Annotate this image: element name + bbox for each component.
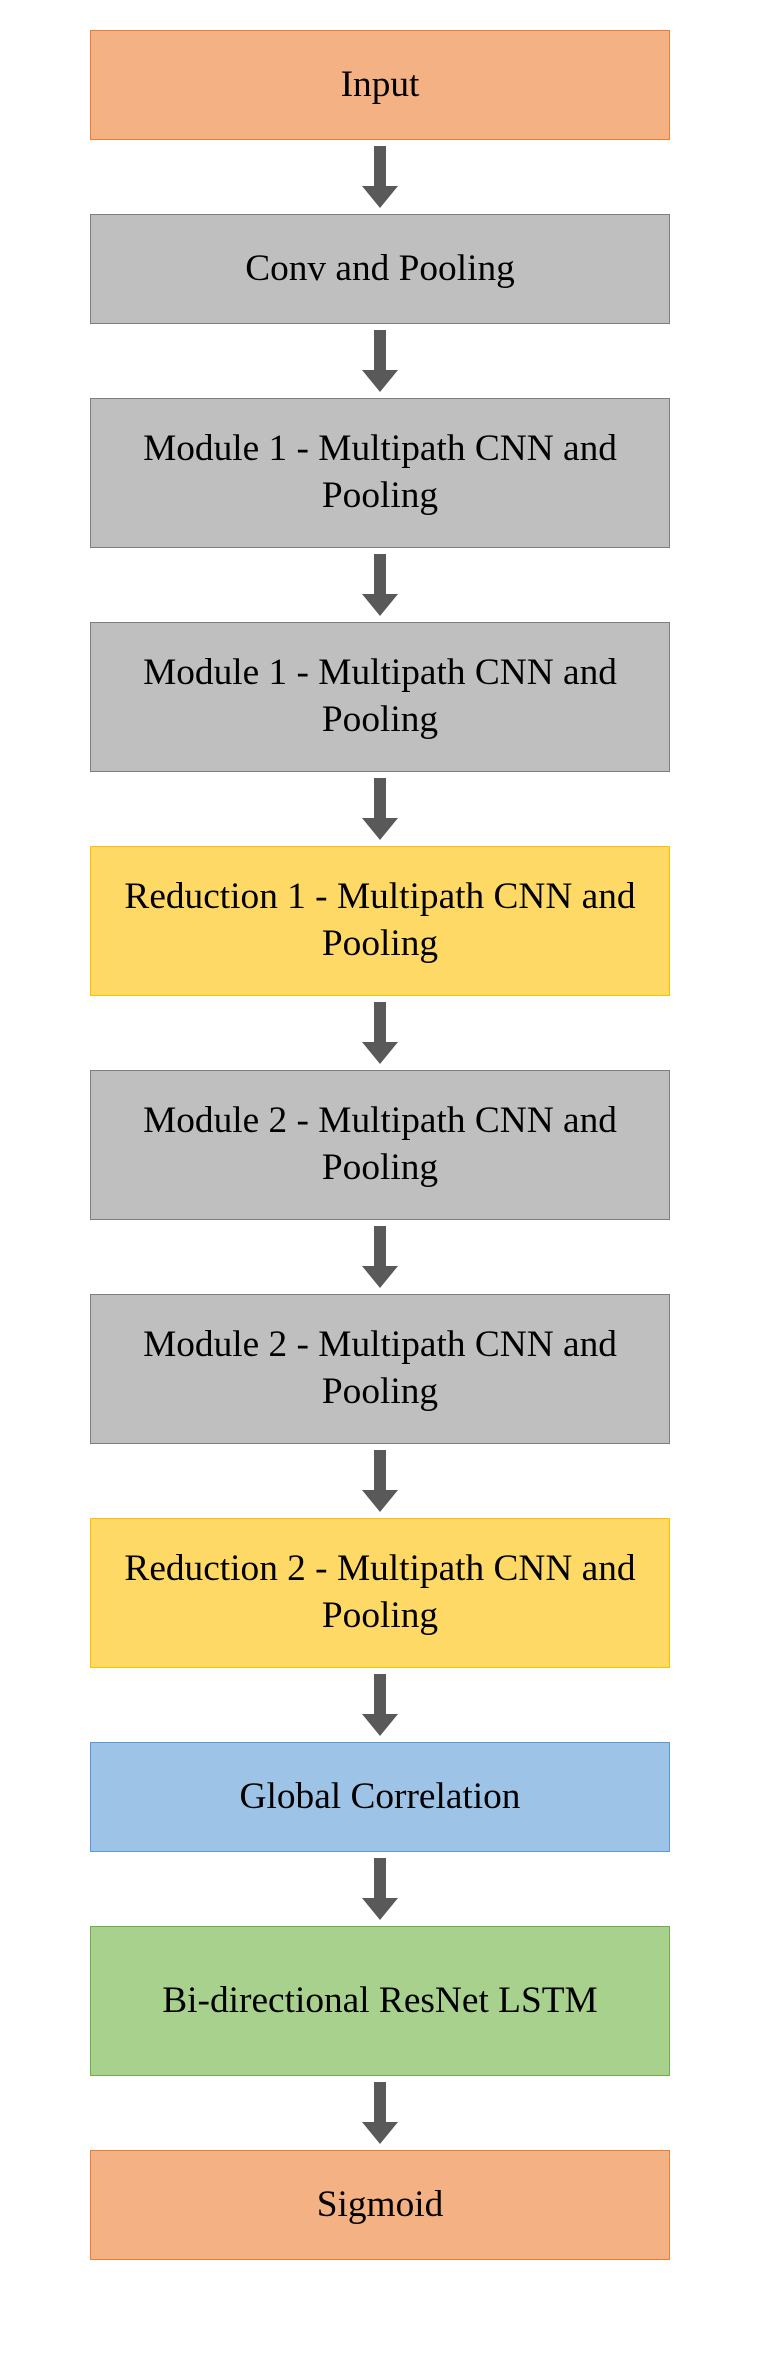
node-sigmoid: Sigmoid xyxy=(90,2150,670,2260)
arrow-down-icon xyxy=(362,1674,398,1736)
node-label: Bi-directional ResNet LSTM xyxy=(162,1978,597,2025)
node-reduction1: Reduction 1 - Multipath CNN and Pooling xyxy=(90,846,670,996)
flowchart-container: Input Conv and Pooling Module 1 - Multipat… xyxy=(90,30,670,2260)
node-label: Global Correlation xyxy=(240,1774,521,1821)
node-global-corr: Global Correlation xyxy=(90,1742,670,1852)
node-module2b: Module 2 - Multipath CNN and Pooling xyxy=(90,1294,670,1444)
arrow-down-icon xyxy=(362,1450,398,1512)
node-label: Module 1 - Multipath CNN and Pooling xyxy=(111,426,649,519)
node-label: Module 2 - Multipath CNN and Pooling xyxy=(111,1098,649,1191)
arrow-down-icon xyxy=(362,330,398,392)
arrow-down-icon xyxy=(362,146,398,208)
node-label: Reduction 2 - Multipath CNN and Pooling xyxy=(111,1546,649,1639)
node-input: Input xyxy=(90,30,670,140)
arrow-down-icon xyxy=(362,1858,398,1920)
node-label: Input xyxy=(341,62,420,109)
arrow-down-icon xyxy=(362,2082,398,2144)
node-module2a: Module 2 - Multipath CNN and Pooling xyxy=(90,1070,670,1220)
node-conv-pool: Conv and Pooling xyxy=(90,214,670,324)
node-label: Reduction 1 - Multipath CNN and Pooling xyxy=(111,874,649,967)
node-module1b: Module 1 - Multipath CNN and Pooling xyxy=(90,622,670,772)
arrow-down-icon xyxy=(362,1002,398,1064)
arrow-down-icon xyxy=(362,1226,398,1288)
node-bilstm: Bi-directional ResNet LSTM xyxy=(90,1926,670,2076)
node-reduction2: Reduction 2 - Multipath CNN and Pooling xyxy=(90,1518,670,1668)
node-label: Module 2 - Multipath CNN and Pooling xyxy=(111,1322,649,1415)
arrow-down-icon xyxy=(362,554,398,616)
node-label: Module 1 - Multipath CNN and Pooling xyxy=(111,650,649,743)
node-label: Conv and Pooling xyxy=(245,246,515,293)
arrow-down-icon xyxy=(362,778,398,840)
node-label: Sigmoid xyxy=(317,2182,444,2229)
node-module1a: Module 1 - Multipath CNN and Pooling xyxy=(90,398,670,548)
